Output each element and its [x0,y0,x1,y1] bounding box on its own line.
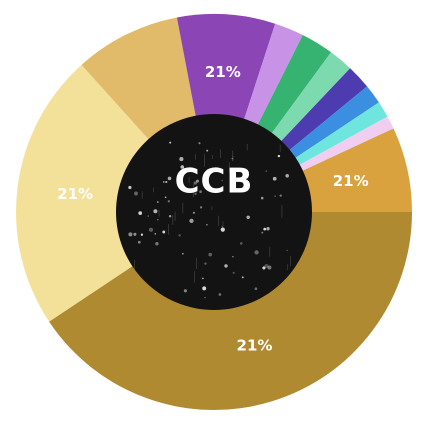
texture-dot [204,296,206,299]
texture-dot [206,149,209,152]
texture-dot [137,240,141,244]
texture-dot [261,231,264,234]
texture-dot [180,165,185,169]
texture-dot [153,209,158,214]
chart-slice-labels: 21% 21% 21% 21% [57,63,369,355]
slice-label-0: 21% [237,337,273,355]
texture-dot [154,233,157,235]
texture-dot [221,226,224,228]
texture-dot [167,176,172,181]
texture-dot [285,174,290,178]
texture-dot [199,190,203,194]
texture-dot [204,262,207,265]
texture-dot [265,170,267,172]
texture-dot [168,214,172,218]
texture-dot [274,195,276,197]
texture-dot [128,232,133,237]
texture-dot [272,176,277,181]
texture-dot [163,181,165,183]
texture-dot [264,263,269,268]
texture-dot [183,289,187,293]
center-texture [128,141,291,299]
texture-dot [206,224,208,226]
texture-dot [192,211,195,214]
center-label: CCB [175,162,254,202]
texture-dot [194,192,197,196]
texture-dot [208,252,212,257]
texture-dot [140,233,144,236]
texture-dot [277,154,281,158]
texture-dot [230,178,234,181]
slice-label-1: 21% [57,185,93,203]
texture-dot [262,266,266,270]
texture-dot [198,142,201,145]
texture-dot [157,201,159,203]
texture-dot [199,206,203,209]
texture-dot [232,271,235,274]
texture-dot [218,293,222,296]
texture-dot [220,227,225,232]
texture-dot [196,179,199,183]
texture-dot [260,196,264,200]
texture-dot [179,157,184,162]
texture-dot [189,218,194,224]
texture-dot [169,141,172,144]
texture-dot [147,215,149,217]
texture-dot [148,227,154,232]
texture-dot [128,185,132,190]
center-circle [116,114,312,310]
texture-dot [254,250,259,255]
texture-dot [134,191,138,196]
texture-dot [165,180,168,184]
texture-dot [239,242,243,245]
texture-dot [254,287,258,291]
texture-dot [178,234,181,237]
texture-dot [164,196,167,199]
slice-label-3: 21% [205,63,241,81]
texture-dot [221,179,224,182]
texture-dot [231,157,234,160]
texture-dot [246,215,250,220]
texture-dot [193,181,197,185]
texture-dot [263,227,267,231]
texture-dot [279,194,282,197]
texture-dot [162,230,166,234]
texture-dot [241,276,244,279]
texture-dot [138,211,143,215]
texture-dot [133,232,137,236]
texture-dot [155,242,159,246]
texture-dot [224,264,228,268]
texture-dot [202,286,207,291]
texture-dot [202,277,204,280]
texture-dot [232,256,234,258]
texture-dot [182,253,184,255]
texture-dot [266,227,270,231]
texture-dot [167,200,170,203]
texture-dot [157,219,159,221]
pie-slice-1 [15,64,215,322]
slice-label-11: 21% [333,172,369,190]
center-badge: CCB [116,114,312,310]
texture-dot [286,249,288,252]
pie-slice-3 [176,14,276,213]
texture-dot [267,265,272,270]
